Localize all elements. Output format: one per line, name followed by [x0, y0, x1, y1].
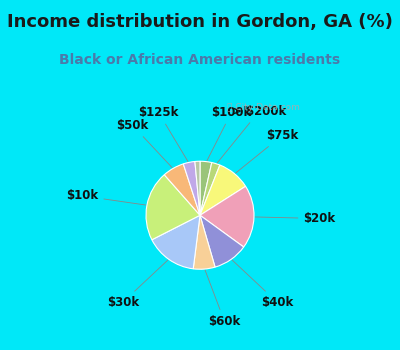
- Wedge shape: [195, 161, 200, 215]
- Wedge shape: [183, 161, 200, 215]
- Text: ⓘ City-Data.com: ⓘ City-Data.com: [226, 103, 300, 112]
- Wedge shape: [200, 162, 220, 215]
- Wedge shape: [200, 215, 244, 267]
- Wedge shape: [152, 215, 200, 269]
- Wedge shape: [200, 186, 254, 247]
- Wedge shape: [200, 161, 212, 215]
- Text: $100k: $100k: [207, 106, 252, 161]
- Text: $20k: $20k: [255, 212, 336, 225]
- Text: Black or African American residents: Black or African American residents: [60, 53, 340, 67]
- Text: $40k: $40k: [232, 260, 294, 309]
- Wedge shape: [193, 215, 215, 269]
- Wedge shape: [146, 175, 200, 240]
- Text: > $200k: > $200k: [217, 105, 286, 163]
- Wedge shape: [200, 165, 246, 215]
- Text: $60k: $60k: [205, 270, 241, 328]
- Text: $50k: $50k: [116, 119, 172, 168]
- Text: $75k: $75k: [236, 129, 298, 173]
- Text: $10k: $10k: [66, 189, 146, 205]
- Text: Income distribution in Gordon, GA (%): Income distribution in Gordon, GA (%): [7, 13, 393, 30]
- Wedge shape: [164, 164, 200, 215]
- Text: $125k: $125k: [138, 106, 188, 161]
- Text: $30k: $30k: [107, 260, 168, 309]
